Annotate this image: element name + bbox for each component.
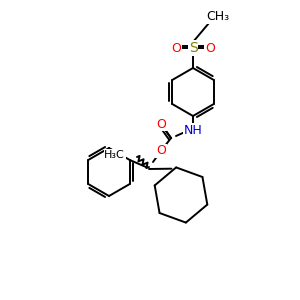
- Text: S: S: [189, 41, 197, 55]
- Text: O: O: [171, 41, 181, 55]
- Text: O: O: [205, 41, 215, 55]
- Text: O: O: [156, 145, 166, 158]
- Text: NH: NH: [184, 124, 202, 136]
- Text: CH₃: CH₃: [206, 11, 230, 23]
- Text: O: O: [156, 118, 166, 130]
- Text: H₃C: H₃C: [104, 150, 125, 160]
